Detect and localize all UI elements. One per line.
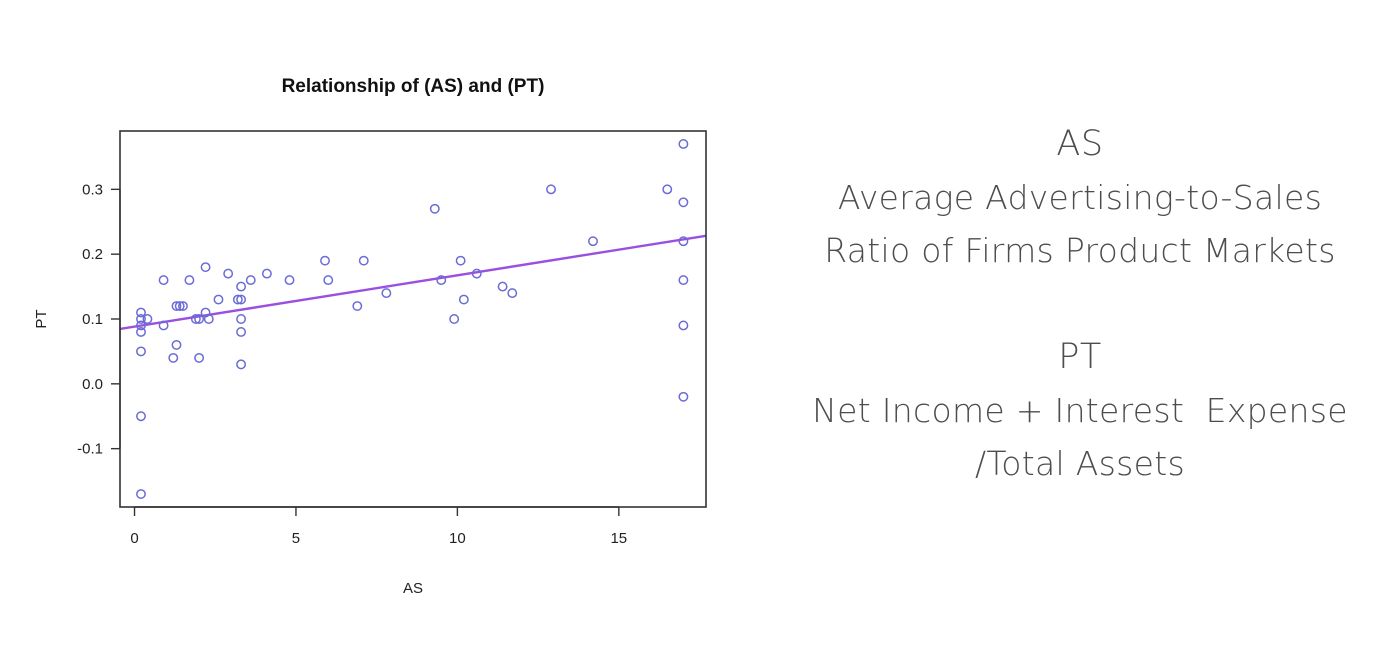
data-point — [352, 301, 363, 311]
definition-pt: PT Net Income + Interest Expense /Total … — [790, 331, 1370, 490]
x-tick-label: 5 — [292, 530, 300, 547]
data-point — [497, 281, 508, 292]
data-point — [678, 275, 689, 286]
data-point — [213, 294, 224, 305]
x-axis-label: AS — [403, 580, 423, 597]
data-point — [358, 255, 369, 266]
definition-line: Average Advertising-to-Sales — [837, 178, 1323, 217]
data-points — [136, 139, 689, 499]
data-point — [455, 255, 466, 266]
definition-line: Net Income + Interest Expense — [812, 391, 1348, 430]
regression-line — [119, 234, 707, 331]
definition-line: /Total Assets — [975, 444, 1185, 483]
data-point — [136, 411, 146, 422]
data-point — [232, 294, 243, 305]
definition-as: AS Average Advertising-to-Sales Ratio of… — [790, 118, 1370, 277]
data-point — [323, 275, 334, 286]
data-point — [171, 301, 182, 311]
y-tick-label: 0.1 — [82, 311, 103, 328]
data-point — [136, 327, 146, 337]
data-point — [471, 268, 482, 279]
data-point — [429, 203, 440, 214]
data-point — [436, 275, 447, 286]
data-point — [546, 184, 556, 195]
data-point — [678, 391, 689, 402]
data-point — [236, 281, 247, 292]
data-point — [136, 314, 146, 324]
data-point — [678, 236, 689, 247]
data-point — [449, 314, 460, 324]
variable-definitions: AS Average Advertising-to-Sales Ratio of… — [790, 118, 1370, 490]
definition-term: PT — [1058, 337, 1102, 377]
data-point — [223, 268, 234, 279]
y-tick-label: 0.2 — [82, 246, 103, 263]
data-point — [261, 268, 272, 279]
y-axis-label: PT — [33, 309, 50, 328]
data-point — [200, 262, 211, 273]
data-point — [678, 197, 689, 208]
data-point — [142, 314, 153, 324]
data-point — [158, 275, 169, 286]
data-point — [678, 139, 689, 149]
data-point — [236, 314, 247, 324]
data-point — [320, 255, 330, 266]
y-axis: -0.1 0.0 0.1 0.2 0.3 — [77, 181, 121, 458]
y-tick-label: 0.0 — [82, 376, 103, 393]
y-tick-label: 0.3 — [82, 181, 103, 198]
data-point — [381, 288, 392, 299]
data-point — [203, 314, 214, 324]
data-point — [178, 301, 188, 311]
data-point — [507, 288, 518, 299]
data-point — [136, 320, 146, 331]
chart-title: Relationship of (AS) and (PT) — [282, 76, 545, 97]
data-point — [236, 359, 247, 370]
data-point — [158, 320, 169, 331]
data-point — [194, 352, 205, 363]
plot-area — [119, 139, 707, 499]
data-point — [678, 320, 689, 331]
definition-spacer — [790, 277, 1370, 331]
data-point — [171, 339, 182, 350]
definition-term: AS — [1056, 124, 1104, 164]
y-tick-label: -0.1 — [77, 441, 103, 458]
data-point — [136, 307, 146, 318]
data-point — [236, 294, 247, 305]
data-point — [458, 294, 469, 305]
plot-frame — [119, 130, 707, 508]
data-point — [662, 184, 673, 195]
data-point — [194, 314, 205, 324]
data-point — [588, 236, 598, 247]
scatter-chart: Relationship of (AS) and (PT) 0 5 10 15 -0.… — [33, 76, 707, 597]
x-tick-label: 10 — [449, 530, 466, 547]
data-point — [236, 327, 247, 337]
x-tick-label: 0 — [130, 530, 138, 547]
data-point — [190, 314, 201, 324]
data-point — [245, 275, 256, 286]
x-axis: 0 5 10 15 — [130, 506, 627, 547]
data-point — [174, 301, 185, 311]
data-point — [136, 489, 146, 499]
definition-line: Ratio of Firms Product Markets — [824, 231, 1336, 270]
x-tick-label: 15 — [610, 530, 627, 547]
data-point — [284, 275, 295, 286]
data-point — [184, 275, 195, 286]
data-point — [136, 346, 146, 357]
regression-line-group — [119, 234, 707, 331]
data-point — [168, 352, 179, 363]
